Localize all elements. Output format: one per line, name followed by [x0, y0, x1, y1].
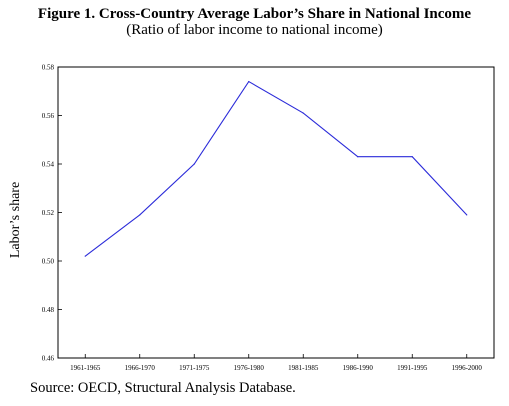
- y-tick-label: 0.54: [42, 161, 55, 169]
- x-tick-label: 1981-1985: [288, 364, 319, 372]
- series-line: [84, 80, 468, 257]
- y-tick-label: 0.52: [42, 209, 55, 217]
- data-point: [248, 80, 250, 83]
- y-tick-label: 0.48: [42, 306, 55, 314]
- plot-frame: [57, 66, 495, 359]
- y-tick-label: 0.56: [42, 112, 55, 120]
- x-tick-label: 1966-1970: [125, 364, 156, 372]
- data-point: [411, 156, 413, 158]
- y-tick-label: 0.50: [42, 258, 55, 266]
- data-point: [193, 163, 195, 165]
- data-point: [357, 156, 359, 158]
- figure-source: Source: OECD, Structural Analysis Databa…: [30, 380, 296, 396]
- data-point: [466, 214, 468, 216]
- figure-subtitle: (Ratio of labor income to national incom…: [126, 22, 383, 38]
- x-tick-label: 1976-1980: [234, 364, 265, 372]
- x-tick-label: 1991-1995: [397, 364, 428, 372]
- y-tick-label: 0.46: [42, 355, 55, 363]
- x-tick-label: 1996-2000: [452, 364, 483, 372]
- x-tick-label: 1971-1975: [179, 364, 210, 372]
- data-point: [302, 112, 304, 114]
- x-tick-label: 1961-1965: [70, 364, 101, 372]
- y-tick-label: 0.58: [42, 64, 55, 72]
- data-point: [84, 255, 86, 257]
- data-point: [139, 214, 141, 216]
- figure-title: Figure 1. Cross-Country Average Labor’s …: [37, 6, 472, 22]
- x-tick-label: 1986-1990: [343, 364, 374, 372]
